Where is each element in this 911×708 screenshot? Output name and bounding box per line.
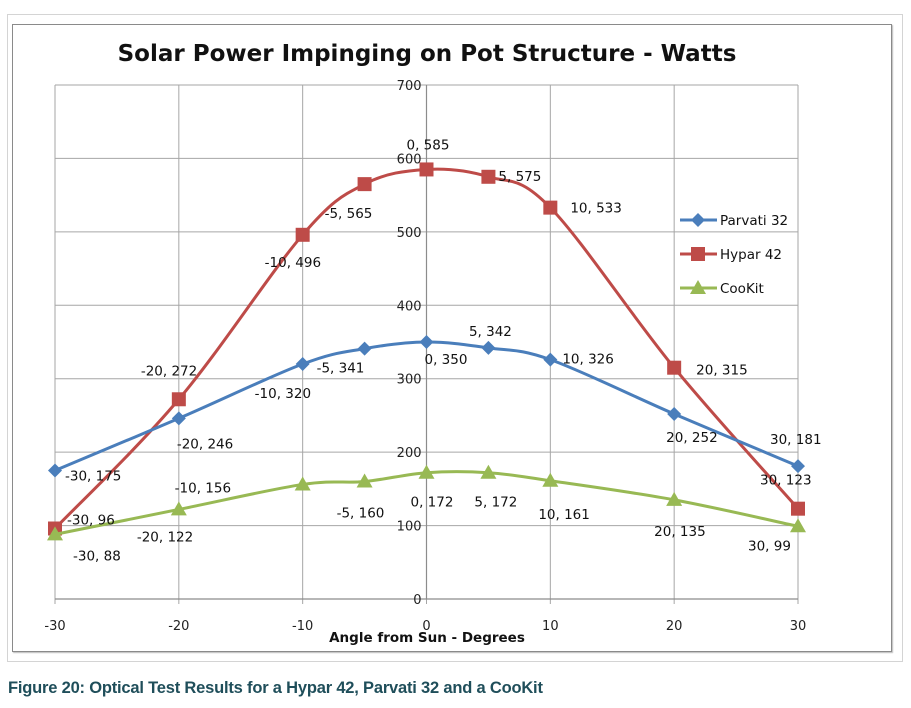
data-labels: -30, 96 -20, 272 -10, 496 -5, 565 0, 585 5, 5… (65, 137, 822, 564)
x-tick-label: 20 (666, 619, 683, 634)
data-point-diamond (48, 463, 62, 478)
legend-label: CooKit (720, 281, 764, 297)
data-point-square (481, 169, 496, 184)
data-point-diamond (481, 340, 496, 355)
line-chart: Solar Power Impinging on Pot Structure -… (44, 41, 822, 646)
series-hypar-42 (48, 162, 805, 536)
data-label: -30, 175 (65, 469, 121, 485)
legend-item: CooKit (680, 280, 764, 297)
data-label: 0, 350 (425, 352, 468, 368)
data-label: 10, 161 (538, 507, 590, 523)
data-point-square (357, 177, 372, 192)
data-label: 10, 326 (562, 352, 614, 368)
y-tick-label: 600 (397, 152, 422, 167)
data-point-triangle (294, 476, 311, 491)
y-tick-label: 700 (397, 79, 422, 94)
legend-item: Parvati 32 (680, 213, 788, 229)
x-tick-label: 30 (790, 619, 807, 634)
data-point-triangle (480, 464, 497, 479)
x-tick-label: -30 (44, 619, 65, 634)
data-label: 30, 123 (760, 473, 812, 489)
chart-title: Solar Power Impinging on Pot Structure -… (118, 41, 737, 67)
data-label: 20, 252 (666, 430, 718, 446)
data-point-square (295, 227, 310, 242)
data-label: 5, 575 (498, 169, 541, 185)
legend-diamond-icon (691, 213, 705, 227)
figure-caption: Figure 20: Optical Test Results for a Hy… (8, 679, 543, 697)
data-label: 30, 99 (748, 538, 791, 554)
data-label: 20, 135 (654, 524, 706, 540)
data-label: 30, 181 (770, 432, 822, 448)
legend-square-icon (691, 247, 705, 261)
data-point-diamond (667, 406, 682, 421)
data-label: -10, 320 (255, 386, 311, 402)
data-point-diamond (171, 411, 186, 426)
legend: Parvati 32 Hypar 42 CooKit (680, 213, 788, 297)
data-label: -20, 246 (177, 436, 233, 452)
data-point-square (419, 162, 434, 177)
data-label: 0, 172 (411, 495, 454, 511)
data-label: -30, 88 (73, 548, 121, 564)
x-tick-label: 10 (542, 619, 559, 634)
y-axis-ticks: 0 100 200 300 400 500 600 700 (397, 79, 422, 608)
data-label: -20, 122 (137, 529, 193, 545)
data-point-diamond (357, 341, 372, 356)
data-point-diamond (791, 459, 805, 474)
data-label: 20, 315 (696, 363, 748, 379)
legend-label: Hypar 42 (720, 247, 782, 263)
data-label: -5, 341 (317, 361, 365, 377)
data-point-diamond (419, 335, 434, 349)
x-axis-ticks: -30 -20 -10 0 10 20 30 (44, 619, 806, 634)
data-point-triangle (666, 491, 683, 506)
y-tick-label: 500 (397, 226, 422, 241)
data-point-square (667, 360, 682, 375)
data-point-triangle (542, 472, 559, 487)
x-axis-label: Angle from Sun - Degrees (329, 630, 525, 646)
data-point-triangle (356, 473, 373, 488)
data-point-triangle (790, 518, 806, 533)
data-point-diamond (295, 357, 310, 372)
data-label: 5, 342 (469, 324, 512, 340)
y-tick-label: 0 (413, 593, 421, 608)
x-tick-label: 0 (422, 619, 430, 634)
data-label: -10, 496 (265, 255, 321, 271)
data-label: 0, 585 (407, 137, 450, 153)
data-label: -5, 160 (337, 506, 385, 522)
data-point-triangle (170, 501, 187, 516)
data-label: 10, 533 (570, 201, 622, 217)
data-point-triangle (418, 464, 435, 479)
data-label: -30, 96 (67, 513, 115, 529)
data-point-triangle (47, 526, 63, 541)
x-tick-label: -10 (292, 619, 313, 634)
y-tick-label: 300 (397, 373, 422, 388)
series-cookit (47, 464, 806, 541)
data-label: -20, 272 (141, 363, 197, 379)
y-tick-label: 100 (397, 520, 422, 535)
data-point-diamond (543, 352, 558, 367)
series-parvati-32 (48, 335, 805, 478)
grid (54, 84, 799, 604)
data-point-square (543, 200, 558, 215)
data-label: 5, 172 (474, 495, 517, 511)
y-tick-label: 400 (397, 299, 422, 314)
data-point-square (171, 392, 186, 407)
legend-item: Hypar 42 (680, 247, 782, 263)
series-layer (47, 162, 806, 541)
data-label: -10, 156 (175, 480, 231, 496)
legend-triangle-icon (690, 280, 706, 294)
chart-frame (12, 24, 892, 652)
x-tick-label: -20 (168, 619, 189, 634)
legend-label: Parvati 32 (720, 213, 788, 229)
y-tick-label: 200 (397, 446, 422, 461)
data-label: -5, 565 (325, 206, 373, 222)
data-point-square (791, 501, 805, 516)
